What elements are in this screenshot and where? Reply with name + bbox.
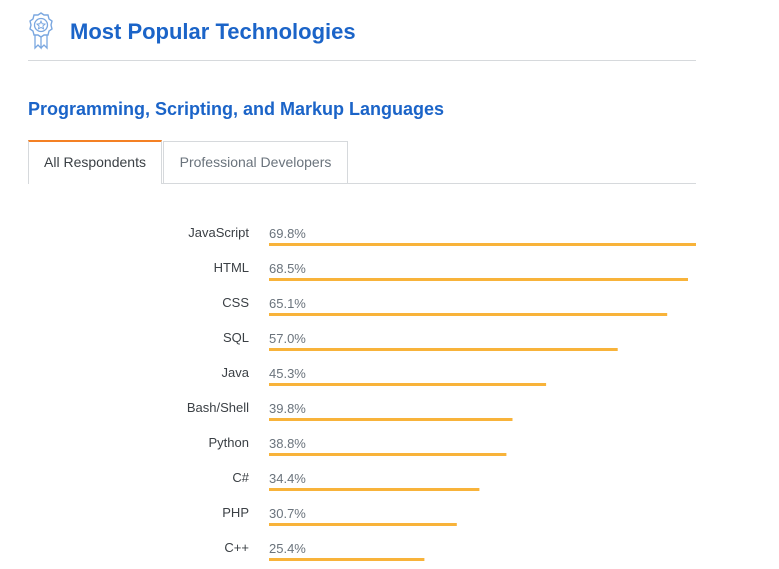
bar-row: Java 45.3% bbox=[222, 365, 547, 386]
tab-professional-developers[interactable]: Professional Developers bbox=[163, 141, 348, 183]
value-label: 38.8% bbox=[269, 436, 306, 451]
value-label: 39.8% bbox=[269, 401, 306, 416]
bar-row: CSS 65.1% bbox=[222, 295, 668, 316]
bar bbox=[269, 348, 618, 351]
bar-row: Python 38.8% bbox=[209, 435, 507, 456]
bar bbox=[269, 558, 425, 561]
tab-bar: All Respondents Professional Developers bbox=[28, 140, 696, 184]
value-label: 25.4% bbox=[269, 541, 306, 556]
bar-row: HTML 68.5% bbox=[214, 260, 688, 281]
value-label: 65.1% bbox=[269, 296, 306, 311]
value-label: 34.4% bbox=[269, 471, 306, 486]
ribbon-badge-icon bbox=[29, 12, 53, 50]
bar-row: Bash/Shell 39.8% bbox=[187, 400, 513, 421]
category-label: PHP bbox=[222, 505, 249, 520]
bar-chart: JavaScript 69.8% HTML 68.5% CSS 65.1% SQL 57.0%… bbox=[187, 225, 696, 561]
value-label: 68.5% bbox=[269, 261, 306, 276]
section-title: Programming, Scripting, and Markup Langu… bbox=[28, 99, 445, 119]
category-label: Python bbox=[209, 435, 249, 450]
page-header: Most Popular Technologies bbox=[28, 12, 696, 61]
value-label: 45.3% bbox=[269, 366, 306, 381]
bar bbox=[269, 453, 507, 456]
category-label: Java bbox=[222, 365, 250, 380]
bar-row: SQL 57.0% bbox=[223, 330, 618, 351]
bar-row: JavaScript 69.8% bbox=[188, 225, 696, 246]
category-label: SQL bbox=[223, 330, 249, 345]
bar bbox=[269, 278, 688, 281]
bar bbox=[269, 523, 457, 526]
category-label: Bash/Shell bbox=[187, 400, 249, 415]
bar bbox=[269, 418, 513, 421]
tab-all-respondents[interactable]: All Respondents bbox=[28, 140, 162, 184]
bar bbox=[269, 383, 547, 386]
value-label: 30.7% bbox=[269, 506, 306, 521]
bar-row: PHP 30.7% bbox=[222, 505, 457, 526]
category-label: CSS bbox=[222, 295, 249, 310]
bar bbox=[269, 488, 480, 491]
bar-row: C# 34.4% bbox=[232, 470, 480, 491]
bar bbox=[269, 313, 668, 316]
category-label: JavaScript bbox=[188, 225, 249, 240]
page-title: Most Popular Technologies bbox=[70, 19, 356, 44]
bar bbox=[269, 243, 696, 246]
value-label: 57.0% bbox=[269, 331, 306, 346]
category-label: C# bbox=[232, 470, 249, 485]
value-label: 69.8% bbox=[269, 226, 306, 241]
category-label: C++ bbox=[224, 540, 249, 555]
category-label: HTML bbox=[214, 260, 249, 275]
bar-row: C++ 25.4% bbox=[224, 540, 425, 561]
